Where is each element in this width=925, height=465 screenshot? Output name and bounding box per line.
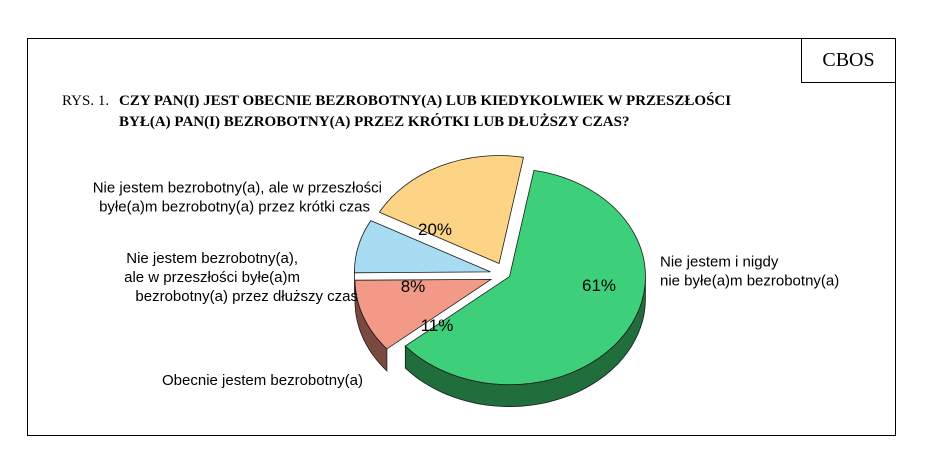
pie-value-label-4: 20% [418, 220, 452, 239]
figure-title-line-2: BYŁ(A) PAN(I) BEZROBOTNY(A) PRZEZ KRÓTKI… [119, 114, 630, 130]
pie-slice-1 [404, 169, 646, 386]
pie-tops [354, 155, 646, 386]
figure-label: RYS. 1. [62, 93, 110, 109]
cbos-brand-box: CBOS [801, 39, 895, 83]
pie-value-label-2: 11% [421, 316, 454, 335]
pie-category-label-4: Nie jestem bezrobotny(a), ale w przeszło… [93, 180, 382, 216]
pie-slice-3 [354, 220, 491, 274]
pie-category-label-3: Nie jestem bezrobotny(a), ale w przeszłoś… [124, 250, 358, 305]
pie-slice-2 [354, 278, 493, 350]
pie-category-label-2: Obecnie jestem bezrobotny(a) [162, 372, 363, 389]
pie-value-label-3: 8% [401, 277, 426, 296]
pie-slice-4 [378, 155, 524, 265]
pie-value-label-1: 61% [582, 276, 616, 295]
pie-category-label-1: Nie jestem i nigdy nie byłe(a)m bezrobotn… [660, 254, 839, 290]
figure-title-line-1: CZY PAN(I) JEST OBECNIE BEZROBOTNY(A) LU… [119, 93, 732, 109]
